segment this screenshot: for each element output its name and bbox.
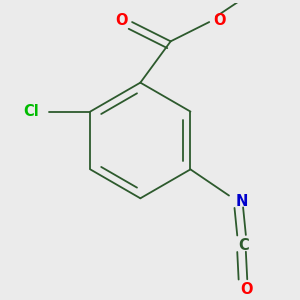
Text: N: N bbox=[236, 194, 248, 208]
Text: O: O bbox=[213, 13, 226, 28]
Text: C: C bbox=[238, 238, 249, 253]
Text: O: O bbox=[240, 282, 253, 297]
Text: Cl: Cl bbox=[24, 104, 39, 119]
Text: O: O bbox=[115, 13, 127, 28]
